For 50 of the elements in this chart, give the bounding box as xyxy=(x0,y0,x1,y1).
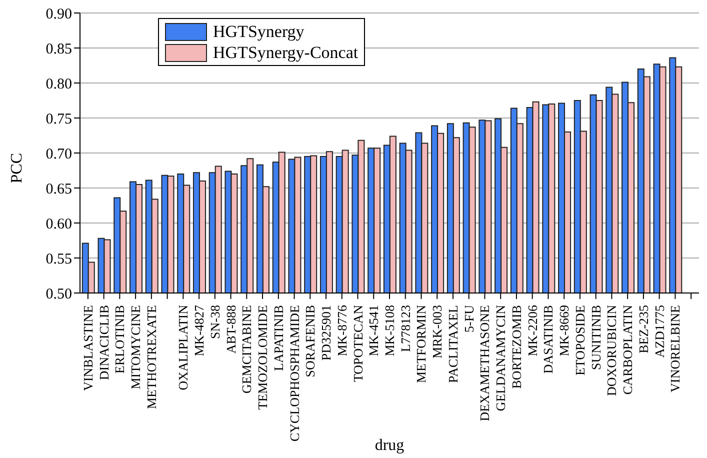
x-tick-label: DINACICLIB xyxy=(96,304,112,380)
x-tick-label: ERLOTINIB xyxy=(112,304,128,374)
x-tick-label: BORTEZOMIB xyxy=(508,304,524,389)
x-tick-label: TOPOTECAN xyxy=(350,304,366,382)
y-tick-label: 0.60 xyxy=(46,216,72,232)
x-tick-label: ETOPOSIDE xyxy=(572,304,588,376)
x-tick-label: ABT-888 xyxy=(223,305,238,354)
y-tick-label: 0.80 xyxy=(46,76,72,92)
y-axis-title: PCC xyxy=(8,153,26,184)
x-tick-label: OXALIPLATIN xyxy=(176,304,191,390)
x-tick-label: MK-2206 xyxy=(524,304,540,356)
x-tick-label: MITOMYCINE xyxy=(128,304,144,390)
y-tick-label: 0.55 xyxy=(46,251,72,268)
y-tick-label: 0.70 xyxy=(46,146,72,162)
x-tick-label: PACLITAXEL xyxy=(445,304,460,383)
x-tick-label: METHOTREXATE xyxy=(144,304,159,409)
x-tick-label: LAPATINIB xyxy=(270,304,286,371)
y-tick-label: 0.90 xyxy=(46,6,72,22)
x-tick-label: GEMCITABINE xyxy=(239,304,254,394)
x-tick-label: SORAFENIB xyxy=(302,304,318,378)
x-tick-label: VINORELBINE xyxy=(668,304,683,392)
legend-label: HGTSynergy xyxy=(212,21,306,42)
x-tick-label: SN-38 xyxy=(207,305,222,339)
x-tick-label: MRK-003 xyxy=(430,305,445,358)
x-tick-label: VINBLASTINE xyxy=(80,304,96,391)
x-tick-label: PD325901 xyxy=(318,305,334,361)
y-tick-label: 0.75 xyxy=(46,111,72,128)
x-tick-label: DOXORUBICIN xyxy=(604,304,620,396)
x-tick-label: MK-8776 xyxy=(334,304,350,356)
x-tick-label: TEMOZOLOMIDE xyxy=(255,304,270,410)
x-tick-label: MK-5108 xyxy=(382,305,397,356)
x-tick-label: 5-FU xyxy=(461,304,476,332)
x-tick-label: CARBOPLATIN xyxy=(620,304,636,395)
x-tick-label: DASATINIB xyxy=(540,304,556,374)
legend-label: HGTSynergy-Concat xyxy=(212,42,358,63)
x-tick-label: MK-4827 xyxy=(192,304,207,356)
x-tick-label: CYCLOPHOSPHAMIDE xyxy=(286,304,302,442)
x-axis-title: drug xyxy=(374,437,404,454)
x-tick-label: MK-4541 xyxy=(366,305,382,356)
y-tick-label: 0.65 xyxy=(46,181,72,198)
x-tick-label: L778123 xyxy=(398,305,413,352)
x-tick-label: SUNITINIB xyxy=(588,304,604,370)
x-tick-label: DEXAMETHASONE xyxy=(477,304,492,422)
x-tick-label: GELDANAMYCIN xyxy=(493,304,508,412)
y-tick-label: 0.50 xyxy=(46,286,72,302)
x-tick-label: AZD1775 xyxy=(652,305,667,358)
x-tick-label: BEZ-235 xyxy=(636,305,651,354)
x-tick-label: METFORMIN xyxy=(414,304,429,384)
x-tick-label: MK-8669 xyxy=(556,305,572,356)
y-tick-label: 0.85 xyxy=(46,41,72,58)
